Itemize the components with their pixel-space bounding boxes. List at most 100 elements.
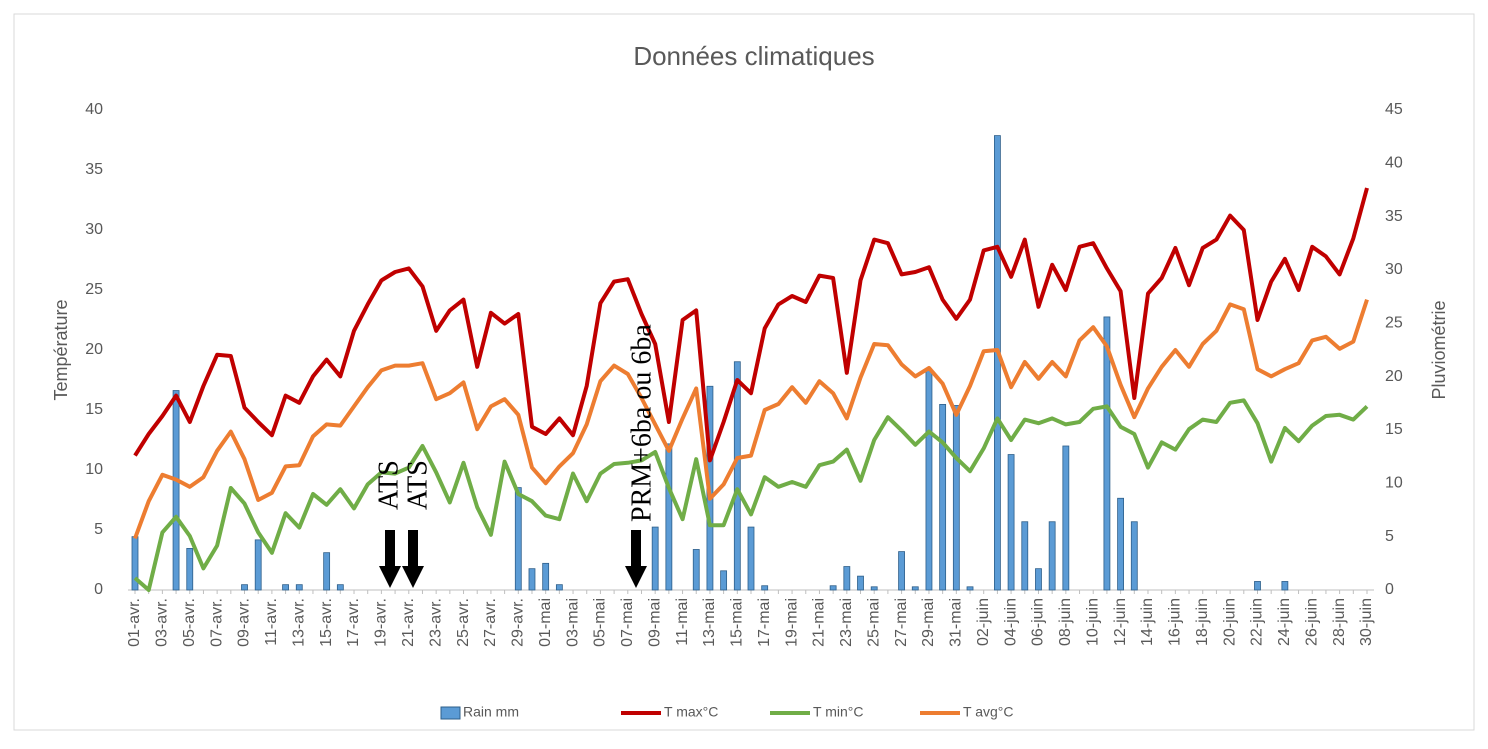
bar <box>1021 521 1029 591</box>
annotation: PRM+6ba ou 6ba <box>626 324 657 522</box>
bar <box>555 584 563 591</box>
x-tick-label: 03-mai <box>564 598 581 647</box>
bar <box>1103 316 1111 591</box>
y-tick-label: 25 <box>85 281 103 298</box>
x-tick-label: 28-juin <box>1331 598 1348 646</box>
bar <box>528 568 536 591</box>
bar <box>186 548 194 591</box>
x-tick-label: 05-mai <box>592 598 609 647</box>
bar <box>1117 497 1124 591</box>
bar <box>172 390 180 591</box>
x-tick-label: 02-juin <box>975 598 992 646</box>
x-tick-label: 15-mai <box>729 598 746 647</box>
bar <box>1062 445 1070 591</box>
x-tick-label: 15-avr. <box>318 598 335 647</box>
y-tick-label: 30 <box>85 221 103 238</box>
bar <box>542 562 550 591</box>
bar <box>323 552 331 591</box>
x-tick-label: 29-avr. <box>510 598 527 647</box>
arrow <box>625 530 647 588</box>
chart-frame <box>13 13 1475 731</box>
y2-tick-label: 10 <box>1385 475 1403 492</box>
y2-tick-label: 30 <box>1385 261 1403 278</box>
bar <box>747 526 755 591</box>
annotation: ATS <box>373 460 404 510</box>
x-tick-label: 26-juin <box>1303 598 1320 646</box>
x-tick-label: 12-juin <box>1112 598 1129 646</box>
annotation: ATS <box>402 460 433 510</box>
bar <box>514 487 522 591</box>
x-tick-label: 30-juin <box>1358 598 1375 646</box>
x-tick-label: 23-avr. <box>427 598 444 647</box>
bar <box>952 405 960 591</box>
y-tick-label: 15 <box>85 401 103 418</box>
bar <box>1048 521 1056 591</box>
x-tick-label: 05-avr. <box>181 598 198 647</box>
legend-label: T min°C <box>813 704 863 720</box>
x-tick-label: 09-mai <box>646 598 663 647</box>
arrow <box>402 530 424 588</box>
y2-tick-label: 35 <box>1385 208 1403 225</box>
bar <box>720 570 728 591</box>
x-tick-label: 14-juin <box>1139 598 1156 646</box>
bar <box>651 526 659 591</box>
x-tick-label: 07-avr. <box>208 598 225 647</box>
x-tick-label: 13-mai <box>701 598 718 647</box>
y-tick-label: 10 <box>85 461 103 478</box>
x-tick-label: 06-juin <box>1030 598 1047 646</box>
y2-axis-label: Pluviométrie <box>1429 300 1449 399</box>
x-tick-label: 13-avr. <box>290 598 307 647</box>
bar <box>1035 568 1042 591</box>
bar <box>994 135 1001 591</box>
x-tick-label: 21-mai <box>811 598 828 647</box>
bar <box>829 585 837 591</box>
x-tick-label: 09-avr. <box>236 598 253 647</box>
bar <box>282 584 289 591</box>
x-tick-label: 25-avr. <box>455 598 472 647</box>
x-tick-label: 23-mai <box>838 598 855 647</box>
x-tick-label: 11-mai <box>674 598 691 646</box>
x-tick-label: 25-mai <box>865 598 882 647</box>
x-tick-label: 03-avr. <box>154 598 171 647</box>
x-tick-label: 24-juin <box>1276 598 1293 646</box>
legend-label: T max°C <box>664 704 718 720</box>
y2-tick-label: 25 <box>1385 315 1403 332</box>
arrow <box>379 530 401 588</box>
x-tick-label: 19-mai <box>783 598 800 647</box>
x-tick-label: 19-avr. <box>373 598 390 647</box>
chart-title: Données climatiques <box>633 41 874 71</box>
line-series <box>133 398 1369 592</box>
y-tick-label: 35 <box>85 161 103 178</box>
bar <box>733 361 741 591</box>
legend-label: Rain mm <box>463 704 519 720</box>
x-tick-label: 11-avr. <box>263 598 280 646</box>
bar <box>925 369 933 591</box>
bar <box>857 575 864 591</box>
x-tick-label: 07-mai <box>619 598 636 647</box>
bar <box>254 539 262 591</box>
y2-tick-label: 5 <box>1385 528 1394 545</box>
bar <box>761 585 769 591</box>
bar <box>843 566 851 591</box>
x-tick-label: 18-juin <box>1194 598 1211 646</box>
x-tick-label: 21-avr. <box>400 598 417 647</box>
bar <box>966 586 974 591</box>
x-tick-label: 16-juin <box>1167 598 1184 646</box>
bar <box>1254 581 1261 591</box>
bar <box>692 549 700 591</box>
bar <box>336 584 344 591</box>
x-tick-label: 04-juin <box>1002 598 1019 646</box>
x-tick-label: 08-juin <box>1057 598 1074 646</box>
x-tick-label: 01-mai <box>537 598 554 647</box>
x-tick-label: 27-mai <box>893 598 910 647</box>
x-tick-label: 20-juin <box>1221 598 1238 646</box>
y-tick-label: 40 <box>85 101 103 118</box>
y2-tick-label: 45 <box>1385 101 1403 118</box>
bar <box>295 584 303 591</box>
bar <box>911 586 919 591</box>
x-tick-label: 22-juin <box>1249 598 1266 646</box>
y-axis-label: Température <box>51 299 71 400</box>
bar <box>870 586 878 591</box>
bar <box>898 551 905 591</box>
bar <box>241 584 248 591</box>
